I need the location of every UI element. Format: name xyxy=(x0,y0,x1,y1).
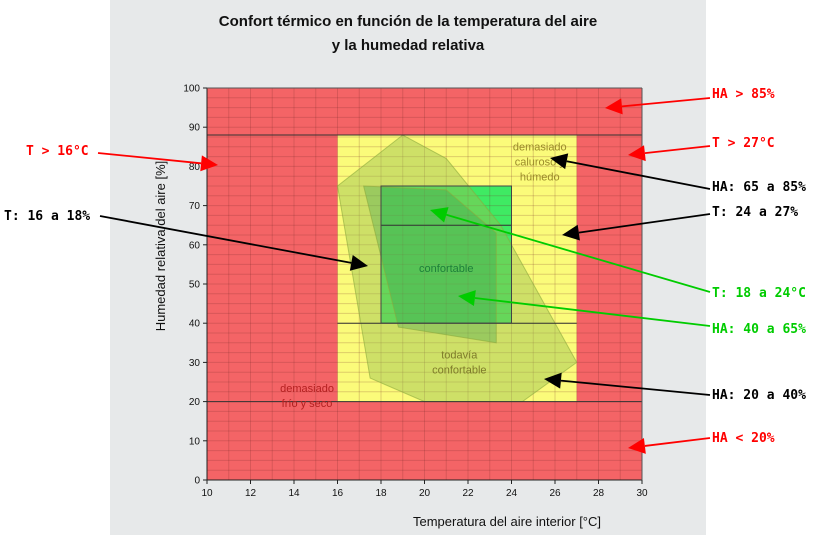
y-tick-label: 20 xyxy=(189,397,201,408)
x-tick-label: 30 xyxy=(636,488,648,499)
x-tick-label: 24 xyxy=(506,488,518,499)
callout-arrow-head xyxy=(430,207,449,223)
callout-arrow-line xyxy=(566,160,711,190)
callout-label: HA: 20 a 40% xyxy=(712,388,806,403)
callout-arrow-head xyxy=(544,372,562,389)
callout-label: HA: 40 a 65% xyxy=(712,322,806,337)
callout-arrow-line xyxy=(621,97,711,108)
callout-arrow-head xyxy=(458,290,476,306)
callout-label: HA > 85% xyxy=(712,87,775,102)
x-tick-label: 26 xyxy=(549,488,561,499)
callout-arrow-line xyxy=(446,213,711,293)
callout-arrow-line xyxy=(560,379,711,396)
axes: Confort térmico en función de la tempera… xyxy=(153,13,648,529)
y-tick-label: 70 xyxy=(189,201,201,212)
x-axis-label: Temperatura del aire interior [°C] xyxy=(413,514,601,529)
callout-label: HA < 20% xyxy=(712,431,775,446)
callout-label: T > 16°C xyxy=(26,144,89,159)
callout-arrow-head xyxy=(550,153,569,170)
callout-arrow-line xyxy=(97,152,202,165)
callout-arrow-head xyxy=(200,155,218,172)
x-tick-label: 16 xyxy=(332,488,344,499)
region-label-line: confortable xyxy=(419,263,473,275)
region-label-line: confortable xyxy=(432,364,486,376)
zone-green-outline xyxy=(380,185,512,324)
region-label-line: húmedo xyxy=(520,172,560,184)
callout-label: T: 16 a 18% xyxy=(4,209,90,224)
y-axis-label: Humedad relativa del aire [%] xyxy=(153,161,168,332)
y-tick-label: 30 xyxy=(189,358,201,369)
y-tick-label: 40 xyxy=(189,319,201,330)
y-tick-label: 50 xyxy=(189,280,201,291)
y-tick-label: 90 xyxy=(189,123,201,134)
plot-area: demasiado caluroso y húmedoconfortabletoda… xyxy=(207,88,642,480)
y-tick-label: 60 xyxy=(189,240,201,251)
region-label: confortable xyxy=(419,263,473,275)
callout-label: T: 18 a 24°C xyxy=(712,286,806,301)
callout-arrow-head xyxy=(628,438,646,454)
x-tick-label: 10 xyxy=(201,488,213,499)
callout-label: T: 24 a 27% xyxy=(712,205,798,220)
y-tick-label: 100 xyxy=(183,84,200,95)
region-label-line: demasiado xyxy=(280,383,334,395)
x-tick-label: 28 xyxy=(593,488,605,499)
callout-arrow-line xyxy=(644,145,711,155)
callout-arrow-line xyxy=(474,297,711,327)
x-tick-label: 12 xyxy=(245,488,257,499)
annotations: HA > 85% T > 27°C T > 16°C HA: 65 a 85% T: 2… xyxy=(4,87,806,454)
callout-arrow-line xyxy=(99,215,352,264)
x-tick-label: 22 xyxy=(462,488,474,499)
y-tick-label: 80 xyxy=(189,162,201,173)
x-tick-label: 20 xyxy=(419,488,431,499)
callout-label: HA: 65 a 85% xyxy=(712,180,806,195)
chart-subtitle: y la humedad relativa xyxy=(332,37,485,54)
callout-arrow-head xyxy=(628,145,646,162)
y-tick-label: 0 xyxy=(194,476,200,487)
x-tick-label: 14 xyxy=(288,488,300,499)
overlay-todavia xyxy=(336,134,578,403)
x-tick-label: 18 xyxy=(375,488,387,499)
region-label-line: demasiado xyxy=(513,142,567,154)
callout-arrow-head xyxy=(349,255,368,271)
chart-title: Confort térmico en función de la tempera… xyxy=(219,13,597,30)
region-label-line: frío y seco xyxy=(282,398,333,410)
region-label: todavía confortable xyxy=(432,349,486,376)
callout-arrow-head xyxy=(562,224,580,241)
callout-arrow-line xyxy=(578,213,711,234)
callout-arrow-head xyxy=(605,98,623,115)
callout-arrow-line xyxy=(644,437,711,447)
region-label: demasiado frío y seco xyxy=(280,383,334,410)
region-label-line: todavía xyxy=(441,349,478,361)
callout-label: T > 27°C xyxy=(712,136,775,151)
y-tick-label: 10 xyxy=(189,436,201,447)
